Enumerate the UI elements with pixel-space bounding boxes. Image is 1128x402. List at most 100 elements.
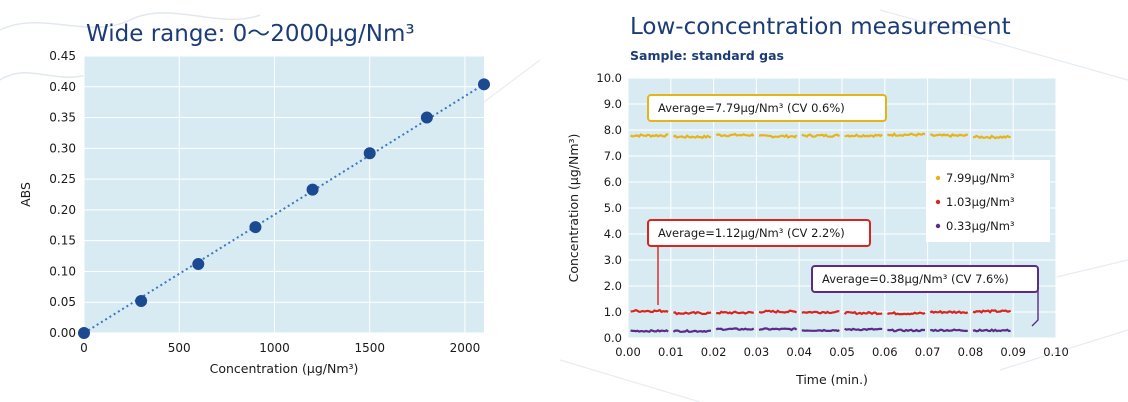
x-tick-label: 0 bbox=[80, 341, 88, 355]
trace-segment bbox=[758, 309, 798, 314]
y-tick-label: 7.0 bbox=[604, 149, 622, 163]
x-tick-label: 500 bbox=[168, 341, 191, 355]
annotation-leader bbox=[1031, 280, 1039, 327]
trace-segment bbox=[715, 132, 755, 138]
x-axis-label: Time (min.) bbox=[795, 372, 868, 387]
x-tick-label: 2000 bbox=[450, 341, 481, 355]
x-tick-label: 0.07 bbox=[915, 345, 941, 359]
y-tick-label: 9.0 bbox=[604, 97, 622, 111]
trace-segment bbox=[972, 328, 1011, 333]
y-tick-label: 4.0 bbox=[604, 227, 622, 241]
legend-label: 0.33μg/Nm³ bbox=[946, 219, 1015, 233]
y-tick-label: 0.0 bbox=[604, 331, 622, 345]
series-trace bbox=[630, 308, 1012, 316]
trace-segment bbox=[887, 328, 925, 333]
trace-segment bbox=[887, 311, 926, 316]
y-tick-label: 0.10 bbox=[49, 264, 76, 278]
data-point bbox=[249, 221, 262, 234]
series-trace bbox=[630, 327, 1011, 334]
legend-marker bbox=[935, 175, 941, 181]
trace-segment bbox=[672, 328, 712, 334]
y-tick-label: 0.30 bbox=[49, 141, 76, 155]
legend-label: 7.99μg/Nm³ bbox=[946, 171, 1015, 185]
y-tick-label: 0.45 bbox=[49, 49, 76, 63]
trace-segment bbox=[630, 133, 669, 138]
y-tick-label: 0.25 bbox=[49, 172, 76, 186]
right-chart-title: Low-concentration measurement bbox=[630, 14, 1011, 40]
y-tick-label: 8.0 bbox=[604, 123, 622, 137]
left-chart-title: Wide range: 0～2000μg/Nm³ bbox=[86, 21, 415, 47]
y-tick-label: 0.00 bbox=[49, 326, 76, 340]
abs-calibration-chart: 0.00 0.05 0.10 0.15 0.20 0.25 0.30 0.35 0.40 0.45… bbox=[18, 49, 490, 376]
trace-segment bbox=[801, 133, 841, 138]
trace-segment bbox=[630, 308, 669, 314]
trace-segment bbox=[972, 309, 1012, 314]
x-tick-label: 0.00 bbox=[615, 345, 641, 359]
legend: 7.99μg/Nm³ 1.03μg/Nm³ 0.33μg/Nm³ bbox=[926, 160, 1050, 242]
y-axis-label: ABS bbox=[18, 182, 33, 207]
trace-segment bbox=[758, 327, 798, 332]
y-tick-label: 6.0 bbox=[604, 175, 622, 189]
y-tick-label: 0.35 bbox=[49, 111, 76, 125]
trace-segment bbox=[758, 133, 798, 139]
trace-segment bbox=[715, 327, 755, 332]
y-axis-label: Concentration (μg/Nm³) bbox=[566, 134, 581, 283]
right-chart-subtitle: Sample: standard gas bbox=[630, 48, 784, 63]
y-tick-label: 0.15 bbox=[49, 234, 76, 248]
y-tick-label: 10.0 bbox=[596, 71, 622, 85]
trend-line bbox=[83, 83, 485, 334]
trace-segment bbox=[930, 133, 969, 138]
trace-segment bbox=[844, 133, 883, 138]
trace-segment bbox=[630, 328, 669, 333]
x-tick-label: 0.01 bbox=[658, 345, 684, 359]
trace-segment bbox=[929, 309, 969, 315]
annotation-box bbox=[647, 94, 887, 122]
x-tick-label: 0.08 bbox=[958, 345, 984, 359]
x-tick-label: 0.02 bbox=[701, 345, 727, 359]
legend-label: 1.03μg/Nm³ bbox=[946, 195, 1015, 209]
trace-segment bbox=[673, 311, 712, 316]
trace-segment bbox=[972, 134, 1011, 140]
y-tick-label: 2.0 bbox=[604, 279, 622, 293]
x-tick-label: 1000 bbox=[259, 341, 290, 355]
trace-segment bbox=[801, 310, 840, 315]
data-point bbox=[478, 78, 490, 91]
trace-segment bbox=[844, 327, 883, 332]
annotation-text: Average=1.12μg/Nm³ (CV 2.2%) bbox=[658, 226, 845, 240]
legend-box bbox=[926, 160, 1050, 242]
plot-area bbox=[84, 56, 484, 333]
x-tick-label: 0.10 bbox=[1043, 345, 1069, 359]
x-tick-label: 0.05 bbox=[829, 345, 855, 359]
y-tick-label: 0.05 bbox=[49, 295, 76, 309]
trace-segment bbox=[843, 310, 883, 316]
x-tick-label: 0.03 bbox=[744, 345, 770, 359]
annotation-text: Average=0.38μg/Nm³ (CV 7.6%) bbox=[822, 272, 1009, 286]
series-trace bbox=[630, 132, 1011, 140]
x-tick-label: 0.09 bbox=[1000, 345, 1026, 359]
annotation-text: Average=7.79μg/Nm³ (CV 0.6%) bbox=[658, 101, 845, 115]
annotation-box bbox=[647, 219, 871, 247]
x-axis-label: Concentration (μg/Nm³) bbox=[210, 361, 359, 376]
data-point bbox=[135, 294, 148, 307]
y-tick-label: 1.0 bbox=[604, 305, 622, 319]
legend-marker bbox=[935, 223, 941, 229]
data-point bbox=[306, 183, 319, 196]
trace-segment bbox=[801, 328, 840, 333]
low-concentration-chart: 0.0 1.0 2.0 3.0 4.0 5.0 6.0 7.0 8.0 9.0 10.0 0.00 0.… bbox=[566, 71, 1069, 387]
data-point bbox=[192, 258, 205, 271]
trace-segment bbox=[930, 328, 968, 333]
annotation-box bbox=[811, 265, 1039, 293]
y-tick-label: 0.20 bbox=[49, 203, 76, 217]
trace-segment bbox=[716, 310, 754, 315]
data-point bbox=[78, 327, 90, 339]
x-tick-label: 0.06 bbox=[872, 345, 898, 359]
legend-marker bbox=[935, 199, 941, 205]
data-point bbox=[363, 147, 376, 160]
x-tick-label: 0.04 bbox=[786, 345, 812, 359]
x-tick-label: 1500 bbox=[354, 341, 385, 355]
trace-segment bbox=[672, 134, 712, 140]
y-tick-label: 5.0 bbox=[604, 201, 622, 215]
data-point bbox=[420, 111, 433, 124]
y-tick-label: 3.0 bbox=[604, 253, 622, 267]
y-tick-label: 0.40 bbox=[49, 80, 76, 94]
